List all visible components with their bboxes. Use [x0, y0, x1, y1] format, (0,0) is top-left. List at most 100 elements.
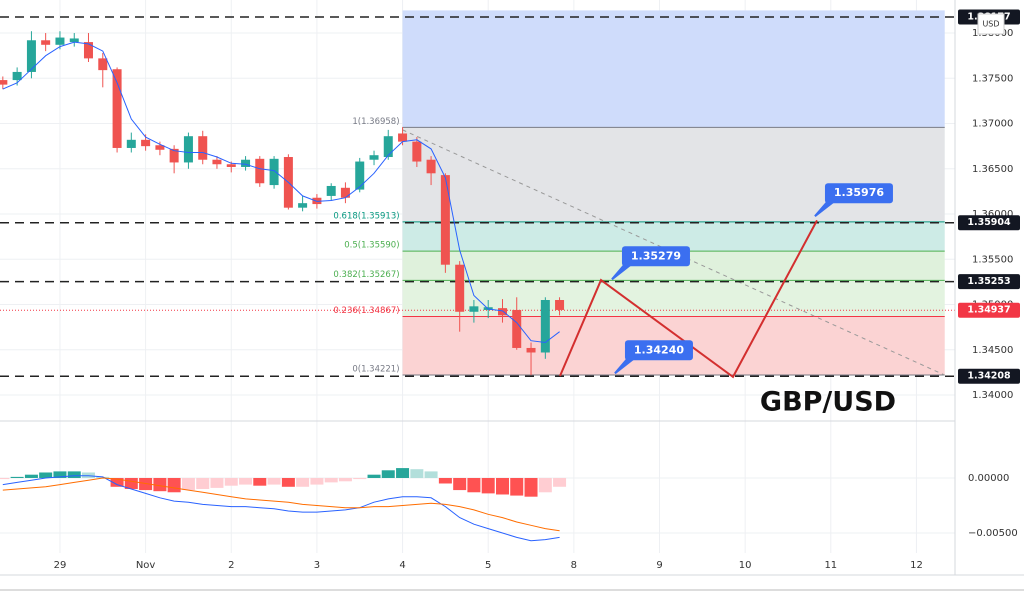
- candle-body: [526, 347, 536, 353]
- candle-body: [340, 187, 350, 198]
- histogram-bar: [167, 477, 181, 493]
- x-tick-label: 5: [485, 560, 491, 571]
- moving-average: [2, 41, 560, 344]
- y-tick-label: 0.00000: [968, 473, 1009, 484]
- macd-line: [2, 477, 560, 532]
- candle-body: [369, 155, 379, 160]
- projection-line: [559, 219, 818, 379]
- callout-label: 1.35279: [631, 249, 681, 262]
- histogram-bar: [424, 471, 438, 478]
- currency-label: USD: [982, 20, 999, 29]
- candle-body: [326, 185, 336, 196]
- y-tick-label: 1.34500: [972, 345, 1013, 356]
- axis-layer: 29Nov2345891011121.340001.345001.350001.…: [0, 0, 1024, 591]
- price-label-box: [958, 368, 1020, 384]
- histogram-bar: [110, 477, 124, 487]
- histogram-bar: [381, 470, 395, 478]
- y-tick-label: 1.37000: [972, 119, 1013, 130]
- histogram-bar: [281, 477, 295, 487]
- histogram-bar: [124, 477, 138, 489]
- last-price-box: [958, 302, 1020, 318]
- candle-body: [212, 159, 222, 165]
- histogram-bar: [81, 472, 95, 478]
- candle-body: [398, 133, 408, 142]
- x-tick-label: Nov: [136, 560, 156, 571]
- x-tick-label: 10: [739, 560, 752, 571]
- candle-body: [426, 159, 436, 174]
- candle-body: [540, 300, 550, 353]
- candle-body: [498, 308, 508, 316]
- fib-label: 0(1.34221): [352, 365, 399, 375]
- candle-body: [98, 58, 108, 71]
- candle-body: [112, 69, 122, 148]
- histogram-bar: [481, 477, 495, 494]
- candle-body: [512, 309, 522, 348]
- histogram-bar: [524, 477, 538, 497]
- histogram-bar: [453, 477, 467, 491]
- candle-body: [126, 139, 136, 148]
- candle-body: [355, 161, 365, 190]
- candle-body: [469, 306, 479, 312]
- fib-zone: [402, 280, 945, 317]
- candle-body: [83, 42, 93, 59]
- plot-layer: 1(1.36958) 0.618(1.35913) 0.5(1.35590) 0.38…: [0, 0, 955, 553]
- histogram-bar: [538, 477, 552, 493]
- macd-line: [2, 475, 560, 542]
- candle-body: [141, 139, 151, 147]
- candle-body: [183, 136, 193, 163]
- candle-body: [455, 264, 465, 312]
- histogram-bar: [496, 477, 510, 495]
- y-tick-label: −0.00500: [968, 528, 1018, 539]
- y-tick-label: 1.35500: [972, 254, 1013, 265]
- price-label-box: [958, 215, 1020, 231]
- candle-body: [69, 38, 79, 43]
- callout-label: 1.35976: [834, 186, 884, 199]
- candle-body: [412, 141, 422, 162]
- histogram-bar: [210, 477, 224, 488]
- y-tick-label: 1.34000: [972, 390, 1013, 401]
- x-tick-label: 2: [228, 560, 234, 571]
- candle-body: [255, 158, 265, 184]
- histogram-bar: [310, 477, 324, 485]
- histogram-bar: [338, 477, 352, 482]
- fib-zone: [402, 10, 945, 128]
- histogram-bar: [467, 477, 481, 493]
- fib-zone: [402, 127, 945, 222]
- symbol-label: GBP/USD: [760, 387, 896, 418]
- x-tick-label: 29: [54, 560, 67, 571]
- price-label: 1.35253: [967, 276, 1010, 287]
- histogram-bar: [510, 477, 524, 496]
- x-tick-label: 8: [571, 560, 577, 571]
- histogram-bar: [196, 477, 210, 489]
- histogram-bar: [253, 477, 267, 486]
- last-price-label: 1.34937: [967, 305, 1010, 316]
- histogram-bar: [181, 477, 195, 491]
- candle-body: [555, 300, 565, 310]
- currency-box: [977, 13, 1005, 35]
- candle-body: [241, 159, 251, 167]
- histogram-bar: [239, 477, 253, 485]
- histogram-bar: [0, 477, 10, 480]
- candle-body: [198, 136, 208, 160]
- candle-body: [55, 37, 65, 45]
- x-tick-label: 12: [910, 560, 923, 571]
- candle-body: [298, 203, 308, 208]
- x-tick-label: 9: [656, 560, 662, 571]
- histogram-bar: [67, 471, 81, 478]
- callout-box: [624, 340, 693, 361]
- fib-label: 1(1.36958): [352, 117, 399, 127]
- histogram-bar: [396, 468, 410, 478]
- callout-box: [621, 246, 690, 267]
- fib-zone: [402, 221, 945, 252]
- x-tick-label: 11: [824, 560, 837, 571]
- candle-body: [41, 40, 51, 45]
- fib-label: 0.236(1.34867): [333, 306, 399, 316]
- histogram-bar: [10, 476, 24, 478]
- histogram-bar: [224, 477, 238, 486]
- price-label: 1.35904: [967, 217, 1011, 228]
- fib-label: 0.618(1.35913): [333, 211, 399, 221]
- candle-body: [12, 71, 22, 81]
- y-tick-label: 1.36500: [972, 164, 1013, 175]
- y-tick-label: 1.36000: [972, 209, 1013, 220]
- histogram-bar: [39, 472, 53, 478]
